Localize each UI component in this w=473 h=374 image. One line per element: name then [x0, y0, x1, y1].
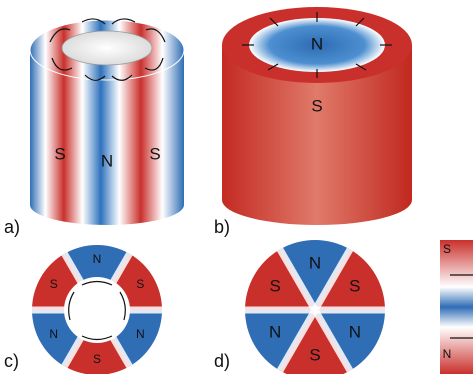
- pole-label: S: [443, 242, 451, 256]
- pole-label: S: [311, 96, 322, 115]
- pole-label: S: [50, 277, 58, 291]
- pole-label: S: [93, 352, 101, 366]
- pole-label: N: [136, 327, 145, 341]
- magnet-figure: a) b) c) d) S N S N S S N N S S N N S N S S N N S: [0, 0, 473, 374]
- pole-label: N: [101, 151, 113, 170]
- pole-label: N: [309, 253, 321, 272]
- pole-label: N: [93, 252, 102, 266]
- pole-label: S: [269, 276, 280, 295]
- pole-label: N: [269, 322, 281, 341]
- tube-hole: [62, 31, 152, 65]
- pole-label: N: [49, 327, 58, 341]
- pole-label: S: [136, 277, 144, 291]
- pole-label: N: [443, 347, 452, 361]
- panel-label: a): [4, 217, 20, 237]
- panel-label: c): [4, 351, 19, 371]
- pole-label: N: [311, 34, 323, 53]
- panel-label: d): [214, 351, 230, 371]
- pole-label: N: [349, 322, 361, 341]
- pole-label: S: [54, 144, 65, 163]
- pole-label: S: [149, 144, 160, 163]
- panel-label: b): [214, 217, 230, 237]
- pole-label: S: [309, 345, 320, 364]
- ring-hole: [64, 277, 130, 343]
- pole-label: S: [349, 276, 360, 295]
